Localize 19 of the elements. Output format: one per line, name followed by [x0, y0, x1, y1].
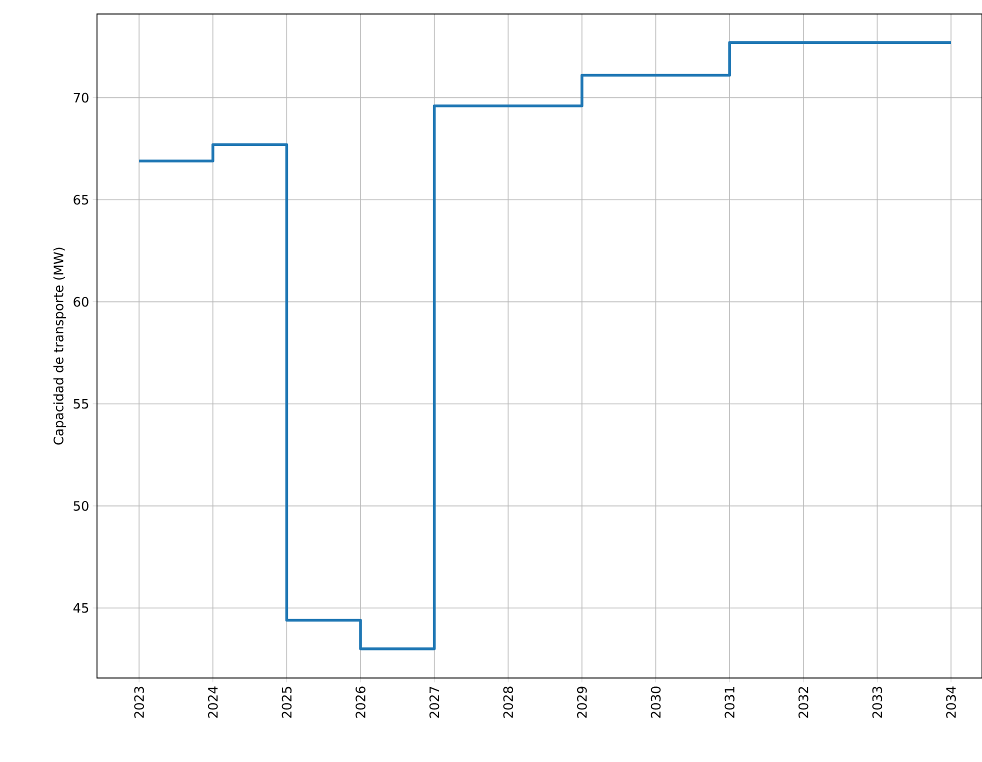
x-tick-label: 2032 — [798, 687, 808, 718]
x-tick-label: 2023 — [134, 686, 144, 718]
y-tick-label: 70 — [74, 92, 88, 103]
y-tick-label: 50 — [74, 501, 88, 511]
y-axis-title: Capacidad de transporte (MW) — [53, 248, 66, 445]
y-tick-label: 60 — [74, 296, 88, 307]
x-tick-label: 2024 — [208, 686, 218, 718]
x-tick-label: 2033 — [872, 686, 882, 718]
y-tick-label: 55 — [74, 399, 88, 409]
x-tick-label: 2029 — [577, 686, 587, 718]
x-tick-label: 2026 — [356, 686, 366, 718]
x-tick-label: 2031 — [724, 686, 734, 718]
x-tick-label: 2025 — [282, 686, 292, 718]
x-tick-label: 2027 — [429, 686, 440, 718]
x-tick-label: 2028 — [503, 686, 514, 718]
y-tick-label: 45 — [73, 603, 88, 613]
y-tick-label: 65 — [74, 194, 88, 205]
x-tick-label: 2030 — [650, 686, 661, 718]
x-tick-label: 2034 — [946, 686, 956, 718]
